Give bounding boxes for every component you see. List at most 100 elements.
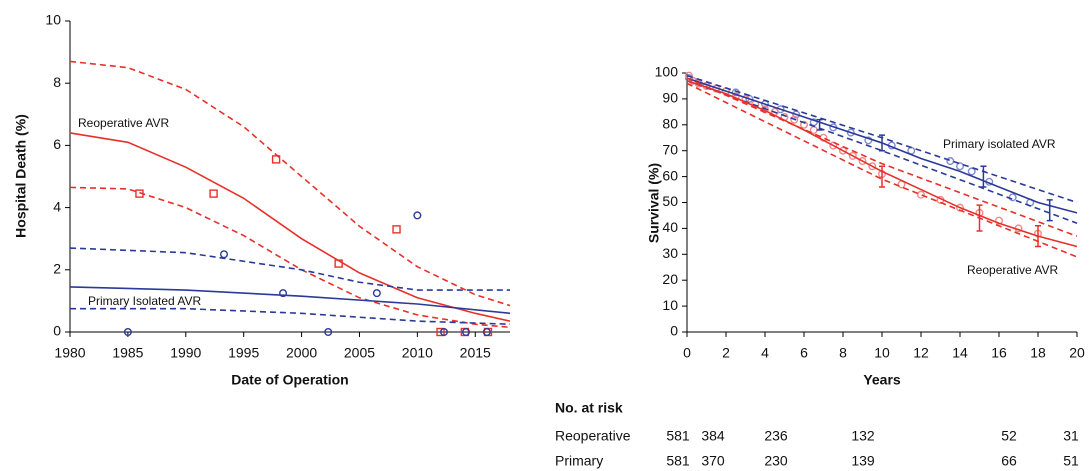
curve [69, 60, 511, 307]
point [858, 157, 867, 166]
point [440, 328, 449, 337]
y-tick-label: 80 [662, 116, 678, 132]
risk-count: 139 [851, 453, 875, 469]
x-tick-label: 16 [991, 345, 1007, 361]
risk-count: 52 [1001, 428, 1017, 444]
x-tick-label: 14 [952, 345, 968, 361]
error-bar [976, 204, 983, 232]
x-axis-title: Date of Operation [231, 372, 348, 388]
risk-count: 370 [701, 453, 725, 469]
y-tick-label: 50 [662, 193, 678, 209]
x-tick-label: 1980 [54, 345, 85, 361]
point [848, 151, 857, 160]
risk-count: 581 [666, 453, 690, 469]
point [123, 328, 132, 337]
x-tick-label: 1995 [228, 345, 259, 361]
risk-count: 236 [764, 428, 788, 444]
y-axis-title: Hospital Death (%) [13, 114, 29, 238]
annotation: Primary isolated AVR [943, 137, 1056, 151]
y-tick-label: 100 [655, 64, 679, 80]
x-tick-label: 12 [913, 345, 929, 361]
y-tick-label: 60 [662, 167, 678, 183]
x-tick-label: 2005 [344, 345, 375, 361]
risk-count: 51 [1063, 453, 1079, 469]
y-tick-label: 70 [662, 141, 678, 157]
y-tick-label: 0 [53, 323, 61, 339]
point [864, 136, 873, 145]
error-bar [1035, 225, 1041, 248]
point [271, 155, 281, 164]
curve [686, 82, 1078, 258]
error-bar [879, 134, 885, 152]
point [917, 190, 926, 199]
point [462, 328, 471, 337]
point [1008, 193, 1017, 202]
x-tick-label: 18 [1030, 345, 1046, 361]
error-bar [1046, 199, 1053, 222]
curve [686, 80, 1078, 224]
risk-count: 384 [701, 428, 725, 444]
curve [686, 77, 1078, 237]
annotation: Reoperative AVR [78, 116, 169, 130]
x-tick-label: 10 [874, 345, 890, 361]
x-tick-label: 2015 [460, 345, 491, 361]
x-tick-label: 2000 [286, 345, 317, 361]
risk-count: 66 [1001, 453, 1017, 469]
y-tick-label: 4 [53, 198, 61, 214]
risk-count: 581 [666, 428, 690, 444]
y-tick-label: 90 [662, 90, 678, 106]
y-tick-label: 8 [53, 74, 61, 90]
x-tick-label: 20 [1069, 345, 1085, 361]
y-tick-label: 6 [53, 136, 61, 152]
risk-table-title: No. at risk [555, 400, 623, 416]
point [790, 115, 799, 124]
point [846, 128, 855, 137]
curve [69, 286, 511, 315]
point [209, 189, 218, 198]
risk-row-label: Reoperative [555, 428, 631, 444]
annotation: Reoperative AVR [967, 263, 1058, 277]
x-tick-label: 1990 [170, 345, 201, 361]
point [956, 162, 965, 171]
y-tick-label: 30 [662, 245, 678, 261]
curve [70, 307, 511, 326]
point [436, 327, 445, 337]
point [279, 289, 288, 298]
point [829, 141, 838, 150]
point [392, 225, 401, 234]
point [372, 289, 381, 298]
risk-count: 230 [764, 453, 788, 469]
x-tick-label: 0 [683, 345, 691, 361]
x-tick-label: 4 [761, 345, 769, 361]
error-bar [980, 165, 987, 188]
x-tick-label: 1985 [112, 345, 143, 361]
point [967, 167, 976, 176]
y-tick-label: 20 [662, 271, 678, 287]
point [482, 328, 491, 337]
point [413, 211, 422, 220]
x-axis-title: Years [863, 372, 901, 388]
annotation: Primary Isolated AVR [88, 294, 201, 308]
x-tick-label: 6 [800, 345, 808, 361]
curve [69, 247, 510, 291]
point [868, 162, 877, 171]
y-tick-label: 40 [662, 219, 678, 235]
risk-row-label: Primary [555, 453, 603, 469]
point [946, 157, 955, 166]
point [219, 250, 228, 259]
y-tick-label: 0 [670, 323, 678, 339]
risk-count: 31 [1063, 428, 1079, 444]
y-tick-label: 10 [45, 12, 61, 28]
x-tick-label: 8 [839, 345, 847, 361]
point [800, 120, 809, 129]
error-bar [879, 165, 885, 188]
y-tick-label: 10 [662, 297, 678, 313]
x-tick-label: 2010 [402, 345, 433, 361]
curve [69, 132, 511, 322]
point [324, 328, 333, 337]
y-tick-label: 2 [53, 261, 61, 277]
risk-count: 132 [851, 428, 875, 444]
error-bar [816, 118, 823, 131]
x-tick-label: 2 [722, 345, 730, 361]
